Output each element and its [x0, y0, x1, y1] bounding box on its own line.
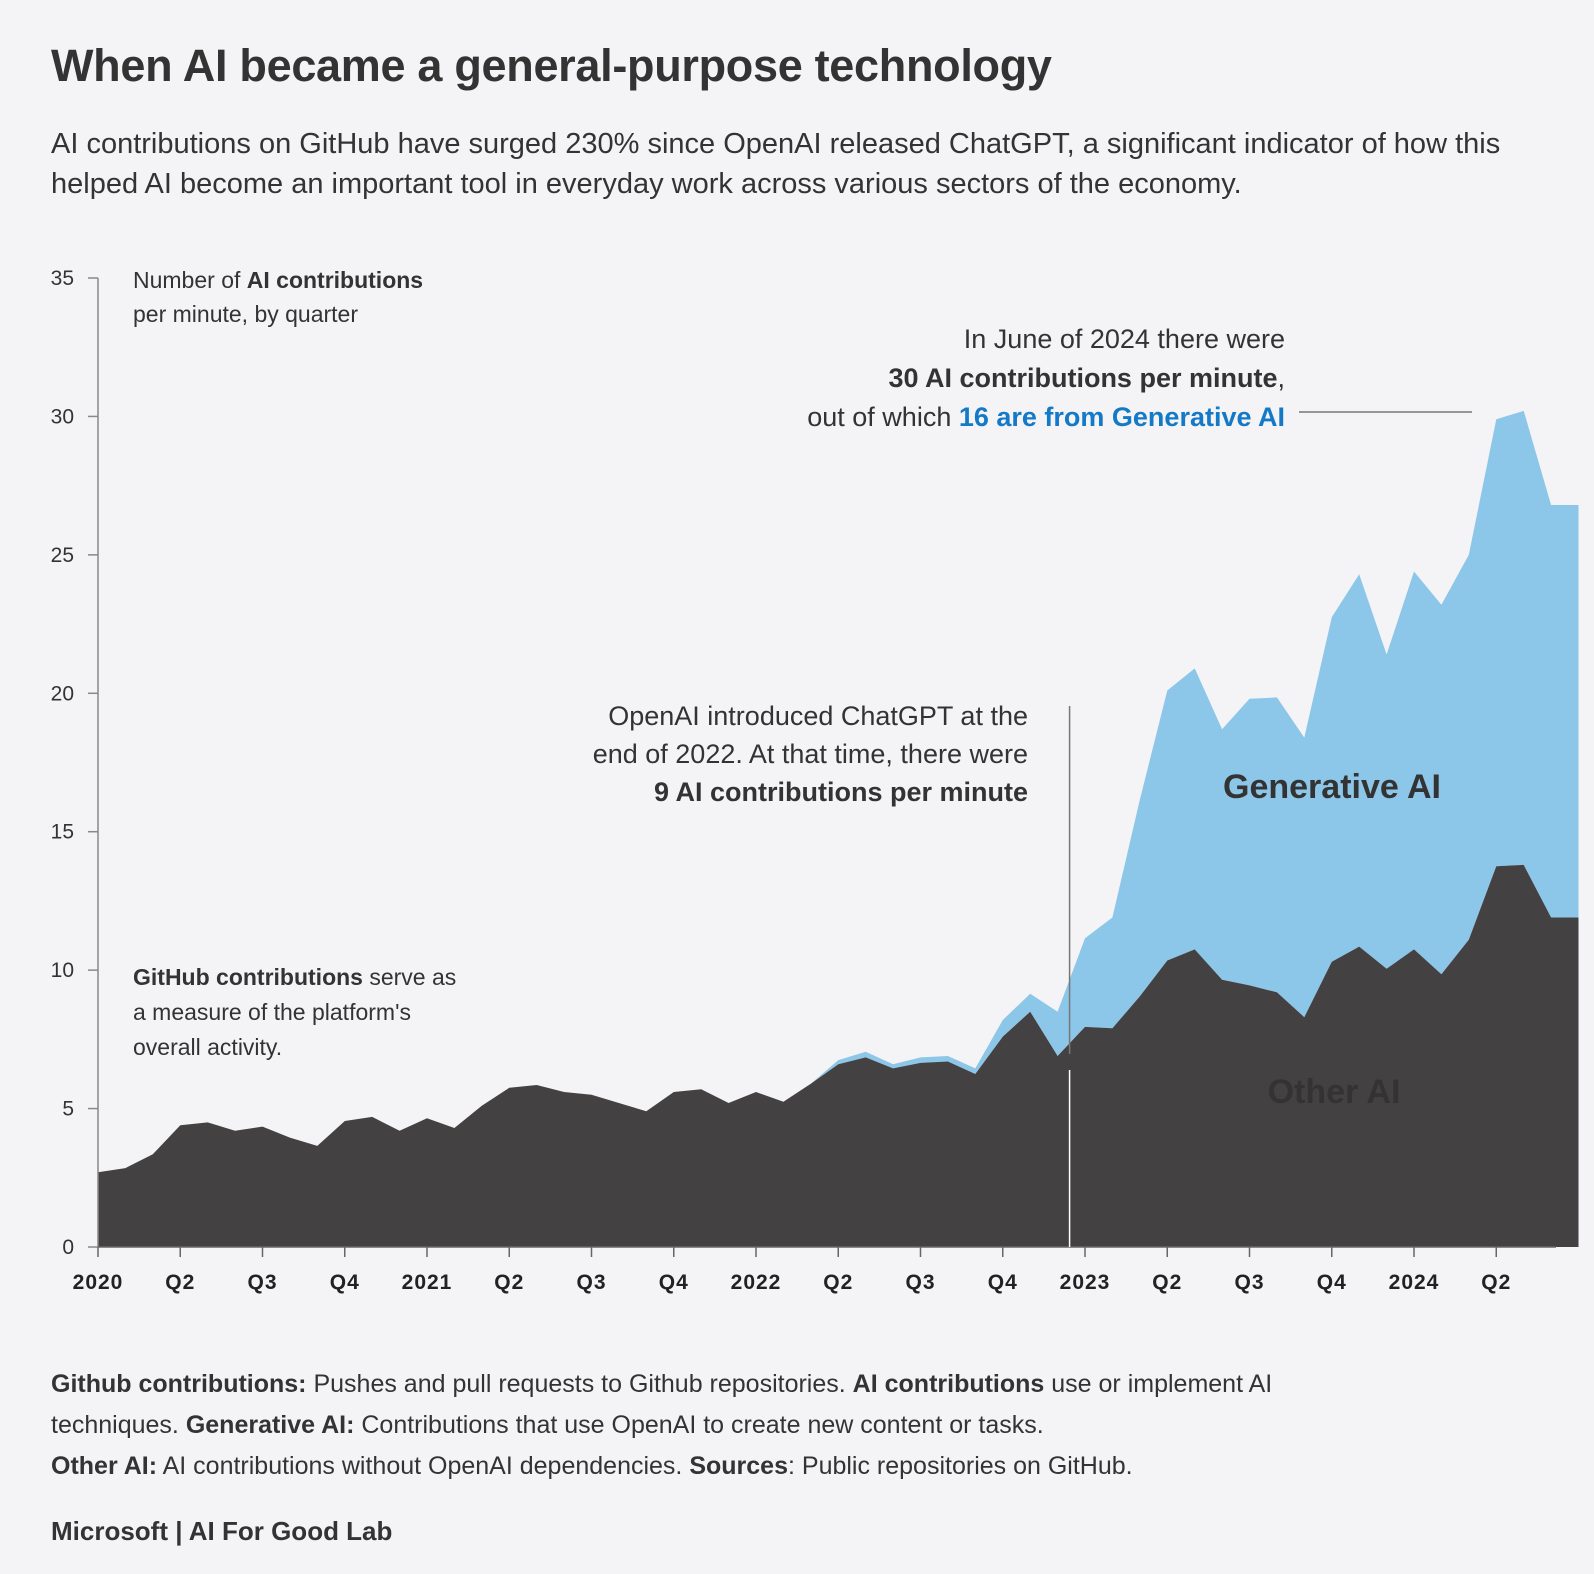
x-tick-label: Q4	[659, 1271, 689, 1294]
footnote-line: techniques. Generative AI: Contributions…	[51, 1405, 1551, 1446]
x-tick-label: Q4	[1317, 1271, 1347, 1294]
x-tick-label: Q2	[165, 1271, 195, 1294]
y-tick-label: 20	[51, 682, 74, 705]
chart-title: When AI became a general-purpose technol…	[51, 40, 1052, 91]
brand-credit: Microsoft | AI For Good Lab	[51, 1516, 393, 1546]
footnote-run: Generative AI:	[185, 1411, 355, 1439]
annotation-june-2024-run: 30 AI contributions per minute	[888, 363, 1277, 393]
y-axis-label: Number of AI contributions per minute, by…	[133, 267, 423, 327]
x-tick-label: Q2	[1481, 1271, 1511, 1294]
footnote-run: AI contributions without OpenAI dependen…	[157, 1452, 690, 1480]
x-tick-label: 2020	[73, 1271, 124, 1294]
annotation-june-2024-run: out of which	[807, 402, 959, 432]
footnote-run: Sources	[689, 1452, 788, 1480]
series-area-generative-ai	[98, 410, 1579, 1173]
x-tick-label: 2023	[1060, 1271, 1111, 1294]
annotation-june-2024: In June of 2024 there were 30 AI contribu…	[807, 324, 1285, 432]
annotation-github-run: GitHub contributions	[133, 964, 363, 990]
annotation-chatgpt-run: end of 2022. At that time, there were	[593, 739, 1028, 769]
x-tick-label: Q4	[988, 1271, 1018, 1294]
y-tick-label: 10	[51, 959, 74, 982]
area-label-generative-ai: Generative AI	[1223, 768, 1441, 806]
area-label-other-ai: Other AI	[1268, 1073, 1401, 1111]
area-layer	[98, 410, 1579, 1247]
x-tick-label: Q2	[823, 1271, 853, 1294]
annotation-layer: Number of AI contributions per minute, by…	[133, 267, 1472, 1247]
axes-layer: 0 5 10 15 20 25 30 35 2020 Q2 Q3 Q4 2021 Q2 Q3 Q4 2022 Q2…	[51, 267, 1556, 1294]
series-area-other-ai	[98, 864, 1579, 1247]
x-tick-label: Q2	[494, 1271, 524, 1294]
x-tick-label: Q3	[1234, 1271, 1264, 1294]
footnote-run: Other AI:	[51, 1452, 158, 1480]
annotation-github-run: a measure of the platform's	[133, 999, 411, 1025]
y-tick-label: 5	[62, 1098, 74, 1121]
annotation-chatgpt: OpenAI introduced ChatGPT at the end of 2…	[593, 701, 1028, 807]
annotation-june-2024-run: In June of 2024 there were	[964, 324, 1285, 354]
footnote-run: Pushes and pull requests to Github repos…	[306, 1370, 853, 1398]
x-tick-label: Q3	[576, 1271, 606, 1294]
y-tick-label: 30	[51, 405, 74, 428]
footnote-run: AI contributions	[852, 1370, 1045, 1398]
y-tick-label: 0	[62, 1236, 74, 1259]
stacked-area-chart: 0 5 10 15 20 25 30 35 2020 Q2 Q3 Q4 2021 Q2 Q3 Q4 2022 Q2…	[51, 267, 1579, 1294]
annotation-github-run: overall activity.	[133, 1034, 282, 1060]
y-tick-label: 25	[51, 544, 74, 567]
y-axis-label-run: Number of	[133, 267, 247, 293]
y-tick-label: 35	[51, 267, 74, 290]
annotation-github: GitHub contributions serve as a measure o…	[133, 964, 456, 1060]
footnote-run: techniques.	[51, 1411, 186, 1439]
footnote-line: Github contributions: Pushes and pull re…	[51, 1364, 1551, 1405]
footnote: Github contributions: Pushes and pull re…	[51, 1364, 1551, 1487]
footnote-run: use or implement AI	[1044, 1370, 1273, 1398]
x-tick-label: 2024	[1389, 1271, 1440, 1294]
x-tick-label: Q2	[1152, 1271, 1182, 1294]
footnote-run: Contributions that use OpenAI to create …	[354, 1411, 1044, 1439]
x-tick-label: 2022	[731, 1271, 782, 1294]
annotation-github-run: serve as	[363, 964, 456, 990]
footnote-run: Github contributions:	[51, 1370, 307, 1398]
y-tick-label: 15	[51, 821, 74, 844]
annotation-chatgpt-run: 9 AI contributions per minute	[654, 777, 1028, 807]
footnote-line: Other AI: AI contributions without OpenA…	[51, 1446, 1551, 1487]
annotation-chatgpt-run: OpenAI introduced ChatGPT at the	[608, 701, 1028, 731]
x-tick-label: Q4	[330, 1271, 360, 1294]
y-axis-label-run: AI contributions	[247, 267, 423, 293]
annotation-june-2024-run: 16 are from Generative AI	[959, 402, 1285, 432]
x-tick-label: Q3	[905, 1271, 935, 1294]
x-tick-label: Q3	[247, 1271, 277, 1294]
x-tick-label: 2021	[402, 1271, 453, 1294]
footnote-run: : Public repositories on GitHub.	[788, 1452, 1133, 1480]
y-axis-label-run: per minute, by quarter	[133, 301, 358, 327]
annotation-june-2024-run: ,	[1277, 363, 1285, 393]
chart-subtitle: AI contributions on GitHub have surged 2…	[51, 128, 1501, 200]
